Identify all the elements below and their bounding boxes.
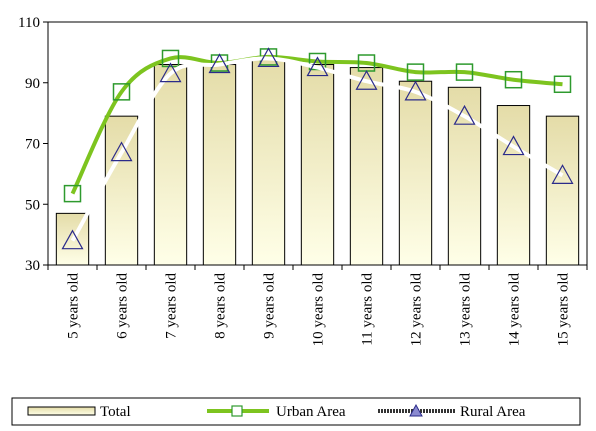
marker [112, 83, 131, 101]
x-tick-label: 13 years old [458, 273, 474, 347]
bar [300, 64, 335, 266]
x-tick-label: 9 years old [262, 273, 278, 339]
marker [455, 63, 474, 81]
marker [61, 229, 84, 250]
marker [551, 164, 574, 184]
marker [63, 184, 82, 203]
marker [355, 69, 378, 90]
x-tick-label: 8 years old [213, 273, 229, 339]
marker [161, 49, 180, 68]
x-tick-label: 15 years old [556, 273, 572, 347]
legend-marker [409, 403, 423, 417]
y-tick-label: 70 [25, 137, 40, 153]
y-tick-label: 90 [25, 76, 40, 92]
legend-label: Total [100, 404, 131, 420]
bar [398, 80, 433, 266]
legend-swatch [27, 406, 96, 416]
marker [257, 47, 280, 68]
bar [153, 64, 188, 266]
line [70, 54, 563, 195]
x-tick-label: 6 years old [115, 273, 131, 339]
bar [251, 57, 286, 266]
legend-box [11, 397, 581, 426]
bar [349, 67, 384, 266]
y-tick-label: 30 [25, 258, 40, 274]
x-tick-label: 5 years old [66, 273, 82, 339]
legend-label: Urban Area [276, 404, 346, 420]
bar [202, 64, 237, 266]
bar [545, 115, 580, 266]
marker [110, 141, 133, 162]
x-tick-label: 7 years old [164, 273, 180, 339]
y-tick-label: 110 [18, 15, 40, 31]
x-tick-label: 14 years old [507, 273, 523, 347]
x-tick-label: 11 years old [360, 273, 376, 346]
x-tick-label: 12 years old [409, 273, 425, 347]
marker [406, 63, 425, 81]
bar [104, 115, 139, 266]
legend-label: Rural Area [460, 404, 526, 420]
bar [496, 105, 531, 266]
marker [453, 104, 476, 125]
legend-marker [231, 405, 243, 417]
marker [159, 62, 182, 83]
marker [553, 75, 572, 94]
marker [208, 53, 231, 74]
y-tick-label: 50 [25, 197, 40, 213]
marker [502, 135, 525, 156]
marker [404, 80, 427, 101]
x-tick-label: 10 years old [311, 273, 327, 347]
marker [306, 56, 329, 77]
marker [504, 70, 523, 89]
